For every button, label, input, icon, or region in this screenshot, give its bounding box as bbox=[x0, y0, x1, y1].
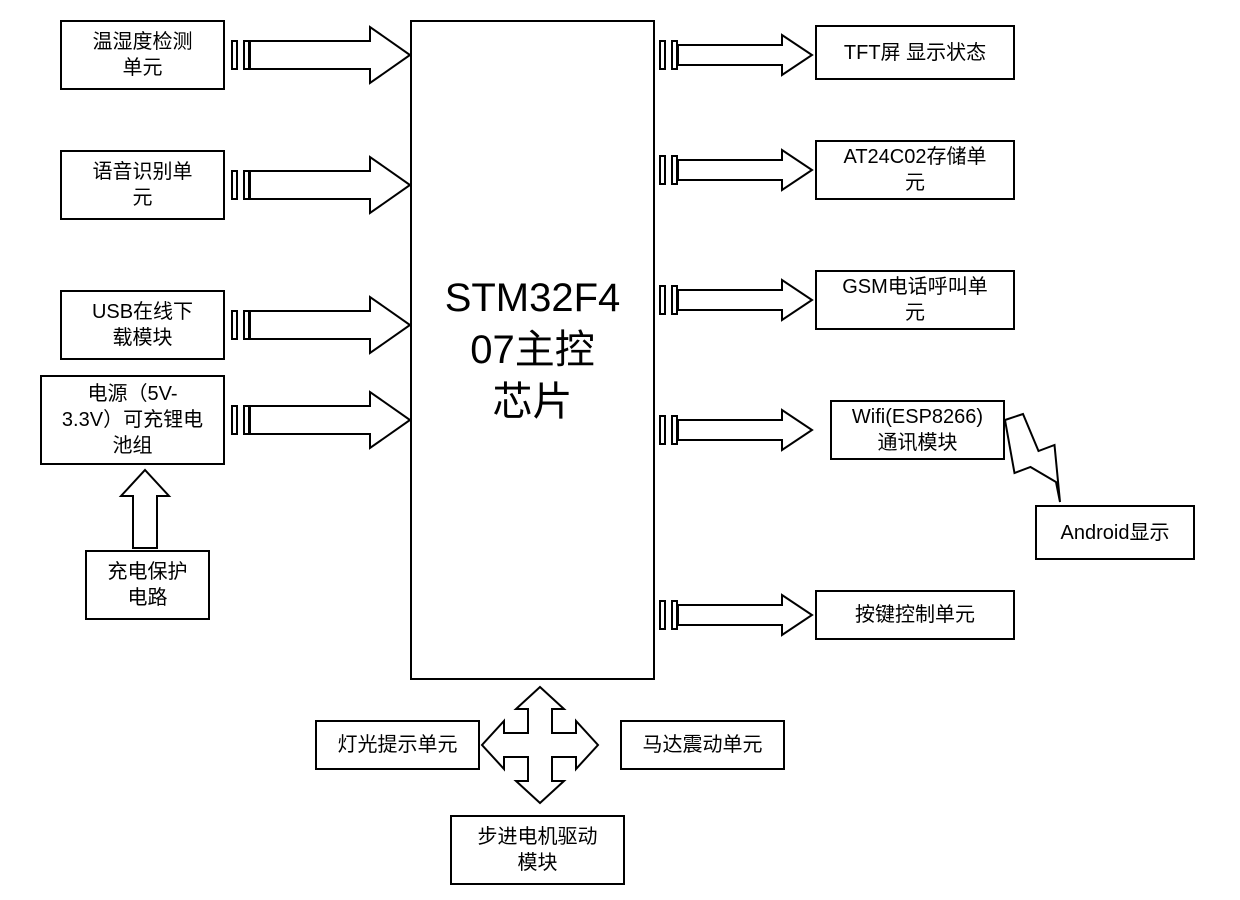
right-block-buttons: 按键控制单元 bbox=[815, 590, 1015, 640]
arrow-right-voice-recog bbox=[250, 153, 414, 217]
right-block-at24c02-label: AT24C02存储单 元 bbox=[843, 144, 986, 196]
center-mcu-block-label: STM32F4 07主控 芯片 bbox=[445, 272, 621, 428]
left-block-power: 电源（5V- 3.3V）可充锂电 池组 bbox=[40, 375, 225, 465]
right-bars-gsm bbox=[658, 284, 680, 316]
arrow-right-at24c02 bbox=[678, 146, 816, 194]
right-block-gsm-label: GSM电话呼叫单 元 bbox=[842, 274, 988, 326]
left-bars-voice-recog bbox=[230, 169, 252, 201]
left-block-usb-download-label: USB在线下 载模块 bbox=[92, 299, 193, 351]
right-block-tft: TFT屏 显示状态 bbox=[815, 25, 1015, 80]
bottom-block-light-prompt-label: 灯光提示单元 bbox=[338, 732, 458, 758]
aux-block-charge-protect: 充电保护 电路 bbox=[85, 550, 210, 620]
left-bars-temp-humidity bbox=[230, 39, 252, 71]
bottom-block-stepper: 步进电机驱动 模块 bbox=[450, 815, 625, 885]
left-block-usb-download: USB在线下 载模块 bbox=[60, 290, 225, 360]
arrow-up-charge bbox=[117, 470, 173, 552]
left-block-temp-humidity-label: 温湿度检测 单元 bbox=[93, 29, 193, 81]
arrow-right-tft bbox=[678, 31, 816, 79]
bottom-block-motor-vib: 马达震动单元 bbox=[620, 720, 785, 770]
arrow-right-power bbox=[250, 388, 414, 452]
aux-block-android-label: Android显示 bbox=[1061, 520, 1170, 546]
left-block-voice-recog-label: 语音识别单 元 bbox=[93, 159, 193, 211]
right-block-gsm: GSM电话呼叫单 元 bbox=[815, 270, 1015, 330]
bottom-block-motor-vib-label: 马达震动单元 bbox=[643, 732, 763, 758]
right-bars-wifi bbox=[658, 414, 680, 446]
right-bars-tft bbox=[658, 39, 680, 71]
arrow-right-usb-download bbox=[250, 293, 414, 357]
left-bars-usb-download bbox=[230, 309, 252, 341]
aux-block-charge-protect-label: 充电保护 电路 bbox=[108, 559, 188, 611]
arrow-right-buttons bbox=[678, 591, 816, 639]
arrow-right-temp-humidity bbox=[250, 23, 414, 87]
arrow-right-wifi bbox=[678, 406, 816, 454]
right-bars-buttons bbox=[658, 599, 680, 631]
arrow-right-gsm bbox=[678, 276, 816, 324]
right-bars-at24c02 bbox=[658, 154, 680, 186]
bottom-block-stepper-label: 步进电机驱动 模块 bbox=[478, 824, 598, 876]
left-block-voice-recog: 语音识别单 元 bbox=[60, 150, 225, 220]
right-block-wifi: Wifi(ESP8266) 通讯模块 bbox=[830, 400, 1005, 460]
right-block-tft-label: TFT屏 显示状态 bbox=[844, 40, 986, 66]
center-mcu-block: STM32F4 07主控 芯片 bbox=[410, 20, 655, 680]
lightning-icon bbox=[985, 410, 1080, 522]
left-bars-power bbox=[230, 404, 252, 436]
right-block-at24c02: AT24C02存储单 元 bbox=[815, 140, 1015, 200]
right-block-wifi-label: Wifi(ESP8266) 通讯模块 bbox=[852, 404, 983, 456]
left-block-power-label: 电源（5V- 3.3V）可充锂电 池组 bbox=[62, 381, 203, 459]
left-block-temp-humidity: 温湿度检测 单元 bbox=[60, 20, 225, 90]
bottom-block-light-prompt: 灯光提示单元 bbox=[315, 720, 480, 770]
right-block-buttons-label: 按键控制单元 bbox=[855, 602, 975, 628]
four-way-arrow-icon bbox=[478, 683, 602, 807]
